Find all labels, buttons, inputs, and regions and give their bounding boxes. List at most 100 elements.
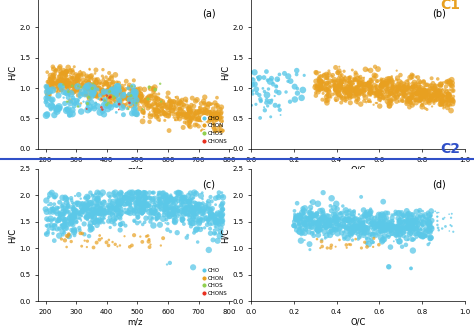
Point bbox=[138, 100, 146, 105]
Point bbox=[110, 103, 118, 108]
Point bbox=[330, 83, 338, 89]
Point bbox=[165, 128, 173, 133]
Point bbox=[420, 87, 428, 93]
Point bbox=[392, 89, 400, 95]
Point bbox=[177, 100, 185, 105]
Point bbox=[428, 235, 435, 240]
Point bbox=[177, 203, 185, 208]
Point bbox=[341, 89, 348, 94]
Point bbox=[94, 86, 101, 91]
Point bbox=[371, 64, 379, 70]
Point bbox=[369, 88, 376, 94]
Point bbox=[339, 76, 347, 82]
Point bbox=[174, 111, 182, 116]
Point bbox=[403, 87, 410, 92]
Point bbox=[311, 213, 319, 218]
Point bbox=[203, 116, 210, 121]
Point bbox=[431, 83, 439, 89]
Point bbox=[109, 206, 116, 212]
Point bbox=[207, 109, 214, 115]
Point bbox=[113, 86, 120, 92]
Point bbox=[95, 219, 102, 224]
Point bbox=[210, 122, 218, 127]
Point bbox=[113, 212, 120, 217]
Point bbox=[108, 76, 115, 81]
Point bbox=[119, 112, 127, 117]
Point bbox=[370, 91, 377, 96]
Point bbox=[413, 218, 420, 223]
Point bbox=[415, 213, 423, 218]
Point bbox=[376, 219, 383, 224]
Point bbox=[209, 101, 216, 106]
Point bbox=[321, 215, 328, 221]
Point bbox=[95, 96, 102, 102]
Point bbox=[429, 97, 437, 103]
Point bbox=[84, 101, 91, 106]
Point bbox=[440, 106, 447, 111]
Point bbox=[64, 84, 71, 89]
Point bbox=[192, 113, 200, 118]
Point bbox=[392, 237, 400, 242]
Point bbox=[310, 221, 318, 226]
Point bbox=[398, 210, 405, 215]
Point bbox=[394, 211, 402, 216]
Point bbox=[118, 192, 125, 198]
Point bbox=[109, 93, 116, 98]
Point bbox=[92, 78, 100, 83]
Point bbox=[333, 221, 340, 227]
Point bbox=[431, 93, 438, 99]
Point bbox=[150, 103, 157, 108]
Point bbox=[71, 211, 78, 216]
Point bbox=[356, 89, 364, 95]
Point bbox=[374, 78, 381, 83]
Point bbox=[114, 10, 121, 15]
Point bbox=[141, 207, 149, 213]
Point bbox=[357, 76, 365, 81]
Point bbox=[406, 231, 414, 236]
Point bbox=[201, 106, 209, 112]
Point bbox=[405, 90, 413, 96]
Point bbox=[284, 79, 292, 84]
Point bbox=[99, 215, 106, 221]
Point bbox=[274, 77, 282, 83]
Point bbox=[428, 104, 436, 109]
Point bbox=[446, 87, 454, 92]
Point bbox=[406, 222, 413, 228]
Point bbox=[139, 209, 147, 214]
Point bbox=[186, 118, 194, 123]
Point bbox=[153, 96, 160, 101]
Point bbox=[207, 194, 214, 200]
Point bbox=[427, 227, 434, 232]
Point bbox=[391, 225, 399, 230]
Point bbox=[167, 229, 174, 234]
Point bbox=[157, 198, 165, 203]
Point bbox=[112, 195, 120, 200]
Point bbox=[68, 75, 76, 80]
Point bbox=[126, 190, 134, 195]
Point bbox=[101, 98, 109, 103]
Point bbox=[375, 89, 383, 94]
Point bbox=[96, 237, 103, 242]
Point bbox=[336, 81, 343, 86]
Point bbox=[138, 106, 146, 111]
Point bbox=[320, 73, 328, 78]
Point bbox=[103, 240, 110, 245]
Point bbox=[146, 84, 153, 89]
Point bbox=[208, 213, 215, 218]
Point bbox=[384, 91, 392, 96]
Point bbox=[434, 222, 441, 227]
Point bbox=[313, 211, 320, 216]
Point bbox=[162, 204, 169, 210]
Point bbox=[437, 88, 444, 93]
Point bbox=[354, 97, 361, 102]
Point bbox=[337, 100, 345, 105]
Point bbox=[332, 227, 339, 232]
Point bbox=[106, 89, 113, 94]
Point bbox=[67, 83, 74, 89]
Point bbox=[97, 192, 105, 198]
Point bbox=[402, 94, 410, 99]
Point bbox=[101, 87, 109, 93]
Point bbox=[300, 223, 308, 228]
Point bbox=[120, 195, 128, 200]
Point bbox=[264, 86, 272, 92]
